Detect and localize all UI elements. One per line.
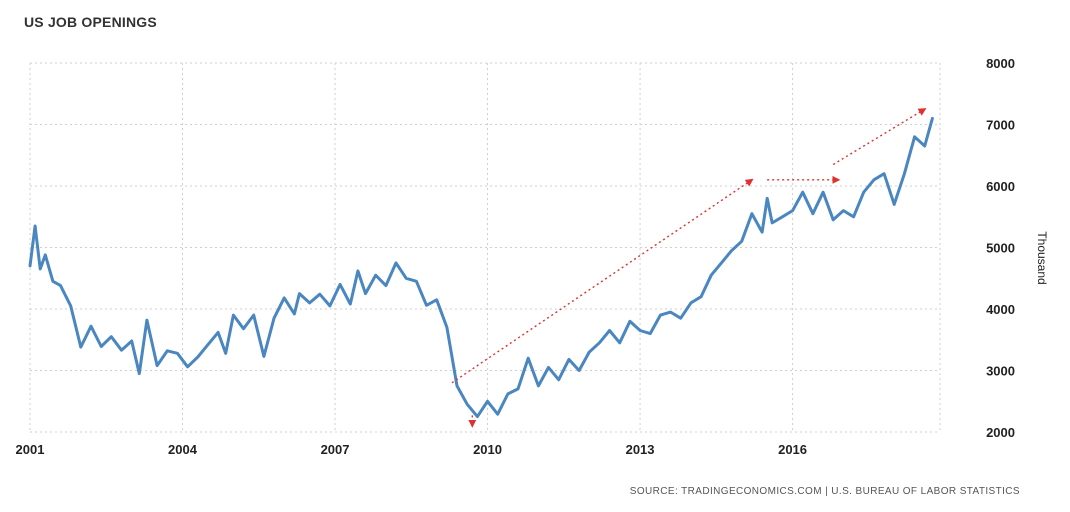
y-tick-label: 2000 xyxy=(986,425,1015,440)
y-axis: 2000 3000 4000 5000 6000 7000 8000 xyxy=(986,56,1015,440)
x-tick-label: 2010 xyxy=(473,442,502,457)
trend-annotations xyxy=(451,108,927,428)
x-tick-label: 2001 xyxy=(16,442,45,457)
gridlines xyxy=(29,62,941,433)
y-tick-label: 5000 xyxy=(986,241,1015,256)
x-tick-label: 2013 xyxy=(626,442,655,457)
y-tick-label: 4000 xyxy=(986,302,1015,317)
job-openings-line-chart: 2001 2004 2007 2010 2013 2016 2000 3000 4000 500… xyxy=(16,56,1049,457)
trend-arrow xyxy=(451,178,754,384)
x-tick-label: 2004 xyxy=(168,442,198,457)
y-tick-label: 7000 xyxy=(986,118,1015,133)
source-note: SOURCE: TRADINGECONOMICS.COM | U.S. BURE… xyxy=(629,486,1020,497)
y-tick-label: 8000 xyxy=(986,56,1015,71)
x-tick-label: 2007 xyxy=(321,442,350,457)
x-tick-label: 2016 xyxy=(778,442,807,457)
y-axis-label: Thousand xyxy=(1035,231,1049,284)
trend-arrow xyxy=(832,108,927,166)
y-tick-label: 6000 xyxy=(986,179,1015,194)
y-tick-label: 3000 xyxy=(986,364,1015,379)
chart-title: US JOB OPENINGS xyxy=(24,14,157,30)
x-axis: 2001 2004 2007 2010 2013 2016 xyxy=(16,442,807,457)
job-openings-series-line xyxy=(28,116,934,419)
